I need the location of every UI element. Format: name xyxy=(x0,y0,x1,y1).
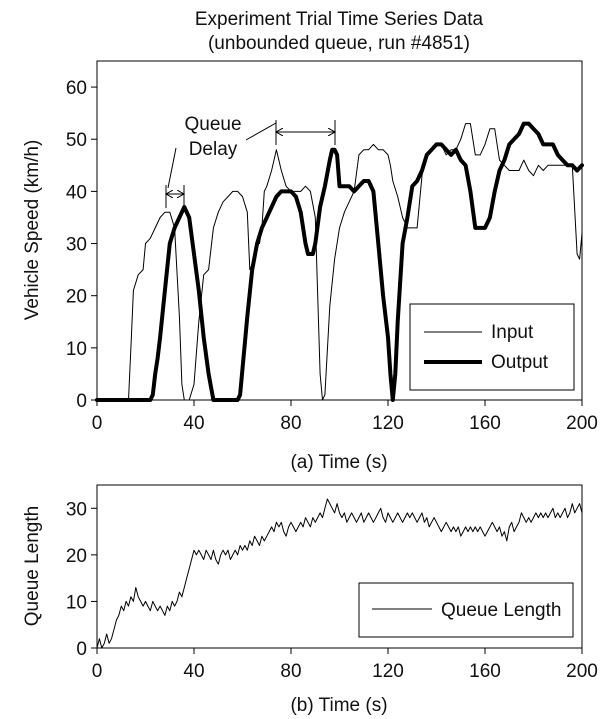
queue-legend-box xyxy=(358,582,574,638)
speed-x-axis: 0 40 80 120 160 200 xyxy=(92,400,598,434)
speed-y-tick-label: 30 xyxy=(66,235,87,256)
speed-legend: Input Output xyxy=(409,303,575,391)
legend-label-input: Input xyxy=(491,322,534,343)
queue-delay-label-line1: Queue xyxy=(184,114,241,135)
speed-series-group xyxy=(95,121,584,402)
speed-y-tick-label: 10 xyxy=(66,339,87,360)
speed-y-axis-title: Vehicle Speed (km/h) xyxy=(22,140,43,321)
speed-y-tick-label: 20 xyxy=(66,287,87,308)
queue-y-tick-label: 30 xyxy=(66,499,87,520)
queue-y-tick-label: 0 xyxy=(76,639,87,660)
queue-plot-frame xyxy=(96,484,583,649)
speed-y-tick-label: 50 xyxy=(66,130,87,151)
queue-x-tick-label: 40 xyxy=(183,661,204,682)
queue-delay-annotation: Queue Delay xyxy=(166,114,335,208)
queue-y-axis-title: Queue Length xyxy=(22,506,43,626)
queue-x-tick-label: 200 xyxy=(566,661,598,682)
speed-y-tick-label: 60 xyxy=(66,78,87,99)
speed-x-tick-label: 120 xyxy=(372,413,404,434)
speed-y-tick-label: 40 xyxy=(66,182,87,203)
chart-title-line2: (unbounded queue, run #4851) xyxy=(208,33,470,54)
speed-y-axis: 0 10 20 30 40 50 60 xyxy=(66,78,97,412)
speed-x-axis-title: (a) Time (s) xyxy=(290,452,387,473)
speed-x-tick-label: 80 xyxy=(280,413,301,434)
speed-legend-box xyxy=(409,303,575,391)
queue-y-tick-label: 10 xyxy=(66,592,87,613)
speed-y-tick-label: 0 xyxy=(76,391,87,412)
series-line-output xyxy=(95,121,584,402)
queue-x-tick-label: 120 xyxy=(372,661,404,682)
queue-x-tick-label: 80 xyxy=(280,661,301,682)
speed-x-tick-label: 40 xyxy=(183,413,204,434)
queue-series-group xyxy=(96,498,583,649)
queue-delay-label-line2: Delay xyxy=(189,139,238,160)
speed-x-tick-label: 200 xyxy=(566,413,598,434)
speed-chart-panel: 0 10 20 30 40 50 60 0 40 80 120 160 200 (a) Time (s… xyxy=(22,60,598,473)
queue-x-tick-label: 160 xyxy=(469,661,501,682)
queue-delay-leader-short xyxy=(167,147,177,189)
speed-plot-frame xyxy=(96,60,583,401)
queue-legend: Queue Length xyxy=(358,582,574,638)
queue-y-axis: 0 10 20 30 xyxy=(66,499,97,660)
queue-x-axis-title: (b) Time (s) xyxy=(290,695,387,716)
queue-x-tick-label: 0 xyxy=(92,661,103,682)
queue-y-tick-label: 20 xyxy=(66,546,87,567)
series-line-queue-length xyxy=(96,498,583,649)
chart-title-line1: Experiment Trial Time Series Data xyxy=(195,9,484,30)
queue-delay-leader-long xyxy=(245,122,277,141)
speed-x-tick-label: 160 xyxy=(469,413,501,434)
legend-label-output: Output xyxy=(491,352,549,373)
queue-x-axis: 0 40 80 120 160 200 xyxy=(92,648,598,682)
speed-x-tick-label: 0 xyxy=(92,413,103,434)
legend-label-queue-length: Queue Length xyxy=(441,600,561,621)
queue-chart-panel: 0 10 20 30 0 40 80 120 160 200 (b) Time (s) Queu… xyxy=(22,484,598,716)
